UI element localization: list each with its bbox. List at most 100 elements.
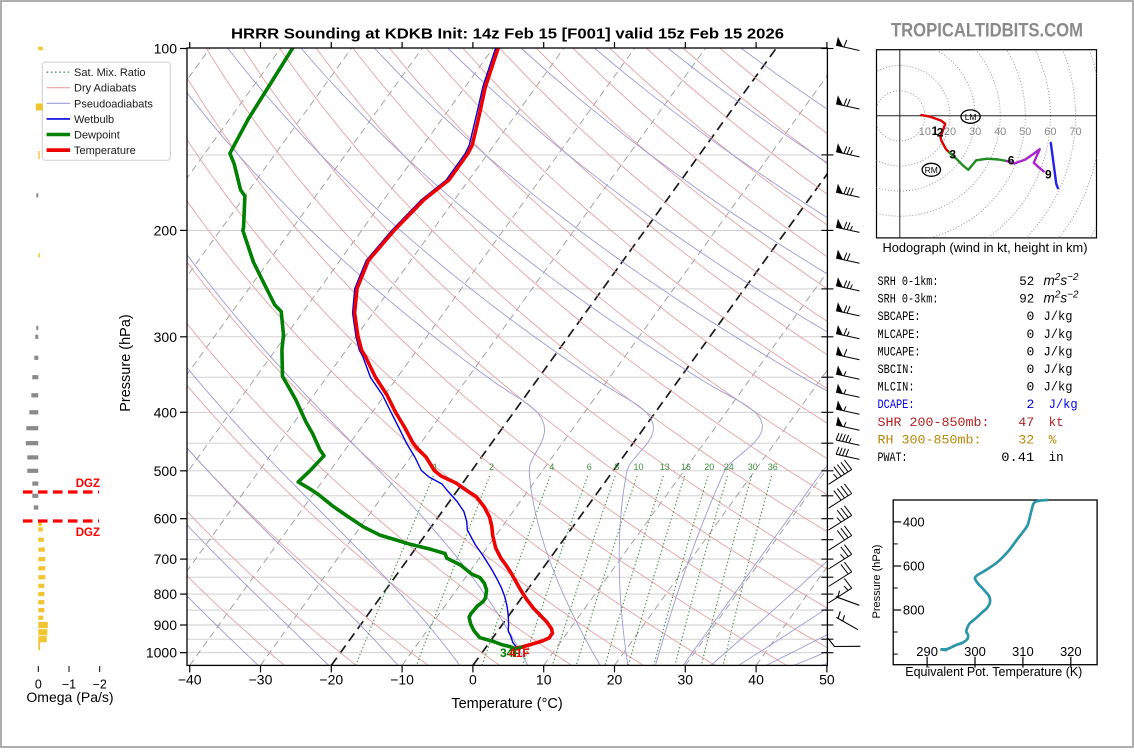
svg-text:40: 40 — [994, 126, 1006, 138]
svg-text:RH 300-850mb:: RH 300-850mb: — [878, 432, 982, 447]
svg-text:−40: −40 — [178, 671, 202, 687]
svg-text:J/kg: J/kg — [1044, 380, 1073, 395]
svg-text:6: 6 — [587, 462, 592, 472]
svg-text:SBCIN:: SBCIN: — [878, 362, 915, 377]
svg-text:MUCAPE:: MUCAPE: — [878, 344, 921, 359]
svg-text:Omega (Pa/s): Omega (Pa/s) — [26, 689, 113, 705]
svg-text:SRH 0-3km:: SRH 0-3km: — [878, 292, 939, 307]
svg-text:0: 0 — [1026, 362, 1034, 377]
svg-text:30: 30 — [678, 671, 694, 687]
svg-text:47: 47 — [1018, 415, 1034, 430]
svg-text:34F: 34F — [500, 646, 521, 660]
svg-text:16: 16 — [681, 462, 691, 472]
svg-text:8: 8 — [614, 462, 619, 472]
svg-text:1: 1 — [932, 124, 939, 138]
svg-text:1000: 1000 — [146, 645, 177, 661]
svg-text:Pressure (hPa): Pressure (hPa) — [871, 545, 883, 619]
svg-text:HRRR Sounding at KDKB Init: 14: HRRR Sounding at KDKB Init: 14z Feb 15 [… — [231, 27, 784, 43]
svg-text:500: 500 — [154, 463, 178, 479]
svg-text:800: 800 — [903, 603, 925, 618]
svg-text:Dewpoint: Dewpoint — [74, 130, 120, 142]
svg-text:20: 20 — [607, 671, 623, 687]
svg-text:300: 300 — [154, 329, 178, 345]
svg-text:−30: −30 — [249, 671, 273, 687]
svg-text:800: 800 — [154, 586, 178, 602]
svg-text:400: 400 — [903, 515, 925, 530]
svg-text:30: 30 — [748, 462, 758, 472]
svg-text:0: 0 — [1026, 380, 1034, 395]
svg-text:MLCIN:: MLCIN: — [878, 380, 915, 395]
svg-text:PWAT:: PWAT: — [878, 450, 908, 465]
svg-text:20: 20 — [944, 126, 956, 138]
svg-text:9: 9 — [1045, 168, 1052, 182]
svg-text:100: 100 — [154, 41, 178, 57]
svg-text:J/kg: J/kg — [1044, 309, 1073, 324]
svg-text:−2: −2 — [93, 678, 107, 692]
svg-text:50: 50 — [1019, 126, 1031, 138]
svg-text:%: % — [1049, 432, 1057, 447]
svg-text:−20: −20 — [319, 671, 343, 687]
svg-text:Sat. Mix. Ratio: Sat. Mix. Ratio — [74, 67, 146, 79]
svg-text:50: 50 — [819, 671, 835, 687]
svg-text:70: 70 — [1069, 126, 1081, 138]
svg-text:J/kg: J/kg — [1044, 362, 1073, 377]
svg-text:RM: RM — [925, 165, 938, 175]
svg-text:J/kg: J/kg — [1049, 397, 1078, 412]
svg-text:36: 36 — [768, 462, 778, 472]
svg-text:290: 290 — [916, 644, 938, 659]
svg-text:700: 700 — [154, 551, 178, 567]
svg-text:Temperature: Temperature — [74, 145, 136, 157]
svg-text:Dry Adiabats: Dry Adiabats — [74, 83, 137, 95]
svg-text:−10: −10 — [390, 671, 414, 687]
svg-text:300: 300 — [964, 644, 986, 659]
svg-text:MLCAPE:: MLCAPE: — [878, 327, 921, 342]
svg-text:J/kg: J/kg — [1044, 327, 1073, 342]
svg-text:−1: −1 — [62, 678, 76, 692]
svg-text:0: 0 — [35, 678, 42, 692]
svg-text:6: 6 — [1008, 154, 1015, 168]
svg-text:600: 600 — [154, 511, 178, 527]
svg-text:SHR 200-850mb:: SHR 200-850mb: — [878, 415, 990, 430]
svg-text:10: 10 — [633, 462, 643, 472]
svg-text:DCAPE:: DCAPE: — [878, 397, 915, 412]
svg-text:Wetbulb: Wetbulb — [74, 114, 114, 126]
svg-text:13: 13 — [660, 462, 670, 472]
svg-text:10: 10 — [919, 126, 931, 138]
svg-text:30: 30 — [969, 126, 981, 138]
svg-text:SRH 0-1km:: SRH 0-1km: — [878, 274, 939, 289]
svg-text:92: 92 — [1019, 292, 1034, 307]
svg-text:20: 20 — [704, 462, 714, 472]
svg-text:0.41: 0.41 — [1001, 450, 1034, 465]
svg-text:60: 60 — [1044, 126, 1056, 138]
svg-text:2: 2 — [937, 126, 944, 140]
svg-text:41F: 41F — [509, 646, 530, 660]
svg-text:TROPICALTIDBITS.COM: TROPICALTIDBITS.COM — [891, 20, 1083, 42]
svg-text:310: 310 — [1012, 644, 1034, 659]
svg-text:400: 400 — [154, 404, 178, 420]
svg-text:0: 0 — [1026, 309, 1034, 324]
svg-text:DGZ: DGZ — [76, 527, 100, 539]
svg-text:0: 0 — [1026, 344, 1034, 359]
svg-text:Temperature (°C): Temperature (°C) — [451, 696, 562, 712]
svg-text:10: 10 — [536, 671, 552, 687]
svg-text:Pressure (hPa): Pressure (hPa) — [118, 314, 134, 412]
svg-text:32: 32 — [1018, 432, 1034, 447]
svg-text:0: 0 — [469, 671, 477, 687]
svg-text:4: 4 — [549, 462, 554, 472]
svg-text:SBCAPE:: SBCAPE: — [878, 309, 921, 324]
svg-text:Hodograph (wind in kt, height: Hodograph (wind in kt, height in km) — [883, 241, 1088, 255]
svg-text:J/kg: J/kg — [1044, 344, 1073, 359]
svg-text:3: 3 — [949, 148, 956, 162]
svg-text:Pseudoadiabats: Pseudoadiabats — [74, 98, 153, 110]
svg-text:kt: kt — [1049, 415, 1064, 430]
svg-text:320: 320 — [1060, 644, 1082, 659]
svg-text:2: 2 — [489, 462, 494, 472]
svg-text:1: 1 — [433, 462, 438, 472]
svg-text:900: 900 — [154, 617, 178, 633]
svg-text:52: 52 — [1019, 274, 1034, 289]
svg-text:2: 2 — [1026, 397, 1034, 412]
svg-text:Equivalent Pot. Temperature (K: Equivalent Pot. Temperature (K) — [905, 665, 1082, 679]
svg-text:LM: LM — [965, 112, 977, 122]
svg-text:200: 200 — [154, 222, 178, 238]
svg-text:600: 600 — [903, 559, 925, 574]
